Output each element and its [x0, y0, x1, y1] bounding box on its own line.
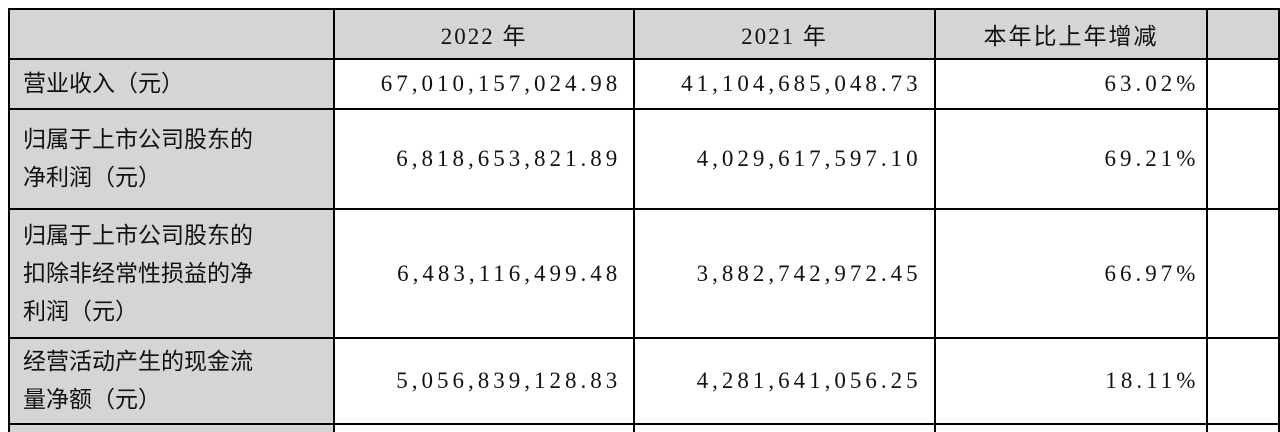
- table-row-net-profit: 归属于上市公司股东的 净利润（元） 6,818,653,821.89 4,029…: [8, 108, 1280, 210]
- change-percent-cell: 66.97%: [933, 208, 1209, 339]
- value-cell-2022: 67,010,157,024.98: [332, 58, 636, 110]
- value-cell-2022: 6,818,653,821.89: [332, 108, 636, 210]
- change-percent-cell: 63.02%: [933, 58, 1209, 110]
- value-cell-2022: 5,056,839,128.83: [332, 337, 636, 425]
- value-cell-2021: 41,104,685,048.73: [633, 58, 936, 110]
- row-label-cell: [8, 423, 335, 432]
- cutoff-cell: [1206, 108, 1280, 210]
- value-cell-2022: 6,483,116,499.48: [332, 208, 636, 339]
- row-label-line: 利润（元）: [23, 298, 138, 324]
- row-label-cell: 归属于上市公司股东的 扣除非经常性损益的净 利润（元）: [8, 208, 335, 339]
- row-label-line: 净利润（元）: [23, 165, 161, 190]
- row-label-line: 经营活动产生的现金流: [23, 349, 253, 374]
- row-label-line: 归属于上市公司股东的: [23, 127, 253, 152]
- row-label-line: 扣除非经常性损益的净: [23, 260, 253, 286]
- row-label-line: 归属于上市公司股东的: [23, 222, 253, 248]
- header-cell-change: 本年比上年增减: [933, 8, 1209, 60]
- value-cell-2022: [332, 423, 636, 432]
- header-cell-blank: [8, 8, 335, 60]
- cutoff-cell: [1206, 337, 1280, 425]
- value-cell-2021: [633, 423, 936, 432]
- value-cell-2021: 4,029,617,597.10: [633, 108, 936, 210]
- row-label-line: 营业收入（元）: [23, 71, 184, 96]
- header-row: 2022 年 2021 年 本年比上年增减: [8, 8, 1280, 60]
- table-row-net-profit-deducted: 归属于上市公司股东的 扣除非经常性损益的净 利润（元） 6,483,116,49…: [8, 208, 1280, 339]
- cutoff-cell: [1206, 208, 1280, 339]
- cutoff-cell: [1206, 423, 1280, 432]
- table-row-revenue: 营业收入（元） 67,010,157,024.98 41,104,685,048…: [8, 58, 1280, 110]
- table-row-partial-cutoff: [8, 423, 1280, 432]
- cutoff-cell: [1206, 58, 1280, 110]
- row-label-line: 量净额（元）: [23, 387, 161, 412]
- header-cell-cutoff: [1206, 8, 1280, 60]
- header-cell-2022: 2022 年: [332, 8, 636, 60]
- row-label-cell: 归属于上市公司股东的 净利润（元）: [8, 108, 335, 210]
- change-percent-cell: 69.21%: [933, 108, 1209, 210]
- value-cell-2021: 3,882,742,972.45: [633, 208, 936, 339]
- row-label-cell: 营业收入（元）: [8, 58, 335, 110]
- table-row-operating-cash-flow: 经营活动产生的现金流 量净额（元） 5,056,839,128.83 4,281…: [8, 337, 1280, 425]
- value-cell-2021: 4,281,641,056.25: [633, 337, 936, 425]
- change-percent-cell: 18.11%: [933, 337, 1209, 425]
- header-cell-2021: 2021 年: [633, 8, 936, 60]
- row-label-cell: 经营活动产生的现金流 量净额（元）: [8, 337, 335, 425]
- change-percent-cell: [933, 423, 1209, 432]
- financial-summary-table: 2022 年 2021 年 本年比上年增减 营业收入（元） 67,010,157…: [8, 8, 1280, 432]
